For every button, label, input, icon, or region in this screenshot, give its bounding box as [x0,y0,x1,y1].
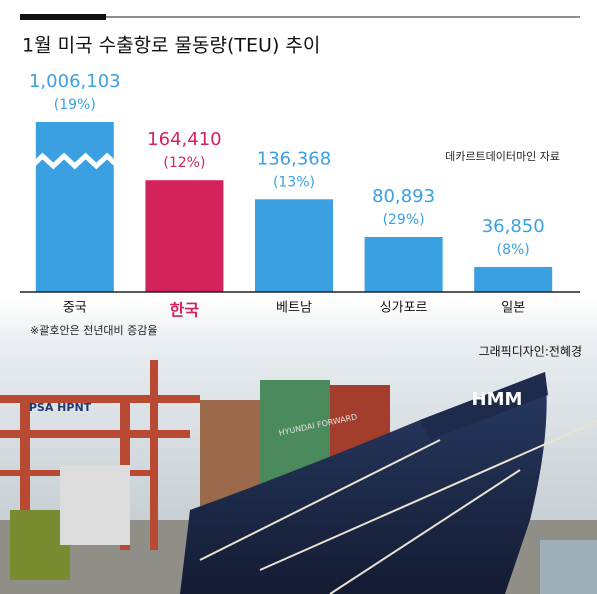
change-label: (12%) [163,155,205,171]
x-tick-label: 싱가포르 [380,301,428,316]
source: 데카르트데이터마인 자료 [445,150,560,163]
sign-text: PSA HPNT [29,401,92,414]
x-tick-label: 중국 [63,301,87,316]
axis-break [29,152,120,172]
change-label: (13%) [273,174,315,190]
bar [145,180,224,292]
x-tick-label: 한국 [170,301,200,320]
x-tick-label: 베트남 [276,301,312,316]
value-label: 80,893 [372,186,435,207]
bar [364,236,443,292]
value-label: 36,850 [482,216,545,237]
change-label: (29%) [383,212,425,228]
change-label: (8%) [497,242,530,258]
bar [474,266,553,292]
header-bar [20,14,106,20]
background-photo [0,300,597,594]
bar [255,199,333,292]
value-label: 136,368 [257,148,331,169]
bar [35,122,114,292]
note: ※괄호안은 전년대비 증감율 [30,324,158,337]
x-tick-label: 일본 [501,301,525,316]
credit: 그래픽디자인:전혜경 [479,345,582,359]
value-label: 1,006,103 [29,71,121,92]
ship-logo: HMM [472,389,523,410]
value-label: 164,410 [147,129,221,150]
change-label: (19%) [54,97,96,113]
chart-title: 1월 미국 수출항로 물동량(TEU) 추이 [22,35,320,57]
